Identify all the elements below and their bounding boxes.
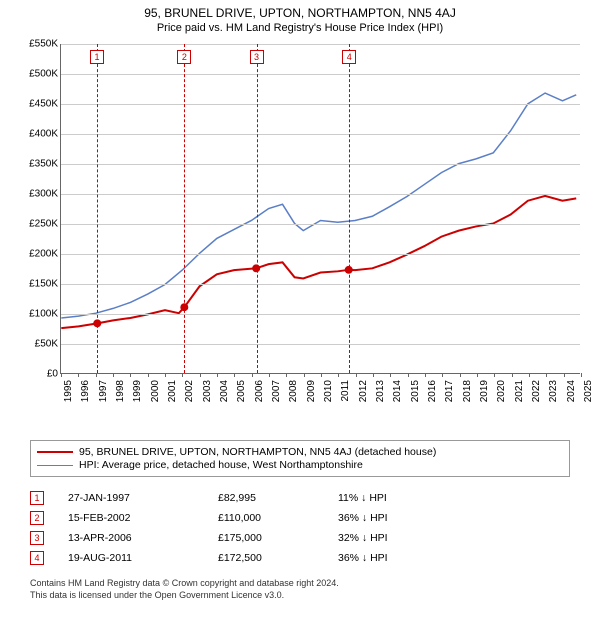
legend-swatch (37, 465, 73, 466)
x-axis-label: 2011 (340, 380, 351, 402)
event-row: 2 15-FEB-2002£110,00036% ↓ HPI (30, 508, 438, 528)
event-date: 13-APR-2006 (68, 532, 218, 544)
y-axis-label: £350K (12, 159, 58, 170)
event-row: 1 27-JAN-1997£82,99511% ↓ HPI (30, 488, 438, 508)
x-axis-label: 2019 (479, 380, 490, 402)
series-property (61, 196, 576, 328)
event-price: £172,500 (218, 552, 338, 564)
x-axis-label: 2012 (358, 380, 369, 402)
legend-item: 95, BRUNEL DRIVE, UPTON, NORTHAMPTON, NN… (37, 446, 563, 458)
x-axis-label: 2007 (271, 380, 282, 402)
legend-label: HPI: Average price, detached house, West… (79, 459, 363, 471)
x-axis-label: 2016 (427, 380, 438, 402)
x-axis-label: 2024 (566, 380, 577, 402)
chart-area: 1 2 3 4 £0 £50K £100K £150K £200K £250K £300K £350… (10, 44, 590, 404)
event-marker: 3 (250, 50, 264, 64)
x-axis-label: 1998 (115, 380, 126, 402)
event-number: 1 (30, 491, 44, 505)
x-axis-label: 2025 (583, 380, 594, 402)
event-date: 15-FEB-2002 (68, 512, 218, 524)
x-axis-label: 2010 (323, 380, 334, 402)
y-axis-label: £250K (12, 219, 58, 230)
legend-swatch (37, 451, 73, 453)
y-axis-label: £400K (12, 129, 58, 140)
x-axis-label: 2000 (150, 380, 161, 402)
legend-item: HPI: Average price, detached house, West… (37, 459, 563, 471)
y-axis-label: £150K (12, 279, 58, 290)
event-price: £110,000 (218, 512, 338, 524)
x-axis-label: 1999 (132, 380, 143, 402)
x-axis-label: 2002 (184, 380, 195, 402)
x-axis-label: 1995 (63, 380, 74, 402)
x-axis-label: 1996 (80, 380, 91, 402)
y-axis-label: £450K (12, 99, 58, 110)
event-price: £175,000 (218, 532, 338, 544)
y-axis-label: £200K (12, 249, 58, 260)
x-axis-label: 2005 (236, 380, 247, 402)
chart-title: 95, BRUNEL DRIVE, UPTON, NORTHAMPTON, NN… (0, 6, 600, 20)
x-axis-label: 2018 (462, 380, 473, 402)
x-axis-label: 2023 (548, 380, 559, 402)
x-axis-label: 2003 (202, 380, 213, 402)
event-date: 27-JAN-1997 (68, 492, 218, 504)
x-axis-label: 2013 (375, 380, 386, 402)
event-row: 3 13-APR-2006£175,00032% ↓ HPI (30, 528, 438, 548)
event-marker: 2 (177, 50, 191, 64)
x-axis-label: 2009 (306, 380, 317, 402)
y-axis-label: £0 (12, 369, 58, 380)
event-stat: 36% ↓ HPI (338, 512, 438, 524)
events-table: 1 27-JAN-1997£82,99511% ↓ HPI 2 15-FEB-2002… (30, 488, 438, 568)
event-marker: 1 (90, 50, 104, 64)
x-axis-label: 2006 (254, 380, 265, 402)
event-price: £82,995 (218, 492, 338, 504)
plot-area: 1 2 3 4 (60, 44, 580, 374)
event-number: 3 (30, 531, 44, 545)
chart-titles: 95, BRUNEL DRIVE, UPTON, NORTHAMPTON, NN… (0, 0, 600, 34)
event-stat: 11% ↓ HPI (338, 492, 438, 504)
event-date: 19-AUG-2011 (68, 552, 218, 564)
x-axis-label: 2008 (288, 380, 299, 402)
event-number: 2 (30, 511, 44, 525)
footnote-line-2: This data is licensed under the Open Gov… (30, 590, 339, 602)
x-axis-label: 2021 (514, 380, 525, 402)
event-stat: 36% ↓ HPI (338, 552, 438, 564)
chart-lines (61, 44, 580, 373)
chart-subtitle: Price paid vs. HM Land Registry's House … (0, 22, 600, 34)
y-axis-label: £500K (12, 69, 58, 80)
y-axis-label: £550K (12, 39, 58, 50)
x-axis-label: 2001 (167, 380, 178, 402)
event-row: 4 19-AUG-2011£172,50036% ↓ HPI (30, 548, 438, 568)
event-number: 4 (30, 551, 44, 565)
footnote: Contains HM Land Registry data © Crown c… (30, 578, 339, 601)
x-axis-label: 2015 (410, 380, 421, 402)
x-axis-label: 1997 (98, 380, 109, 402)
y-axis-label: £100K (12, 309, 58, 320)
y-axis-label: £300K (12, 189, 58, 200)
x-axis-label: 2014 (392, 380, 403, 402)
event-stat: 32% ↓ HPI (338, 532, 438, 544)
x-axis-label: 2017 (444, 380, 455, 402)
event-marker: 4 (342, 50, 356, 64)
y-axis-label: £50K (12, 339, 58, 350)
x-axis-label: 2004 (219, 380, 230, 402)
legend: 95, BRUNEL DRIVE, UPTON, NORTHAMPTON, NN… (30, 440, 570, 477)
x-axis-label: 2020 (496, 380, 507, 402)
legend-label: 95, BRUNEL DRIVE, UPTON, NORTHAMPTON, NN… (79, 446, 436, 458)
footnote-line-1: Contains HM Land Registry data © Crown c… (30, 578, 339, 590)
x-axis-label: 2022 (531, 380, 542, 402)
